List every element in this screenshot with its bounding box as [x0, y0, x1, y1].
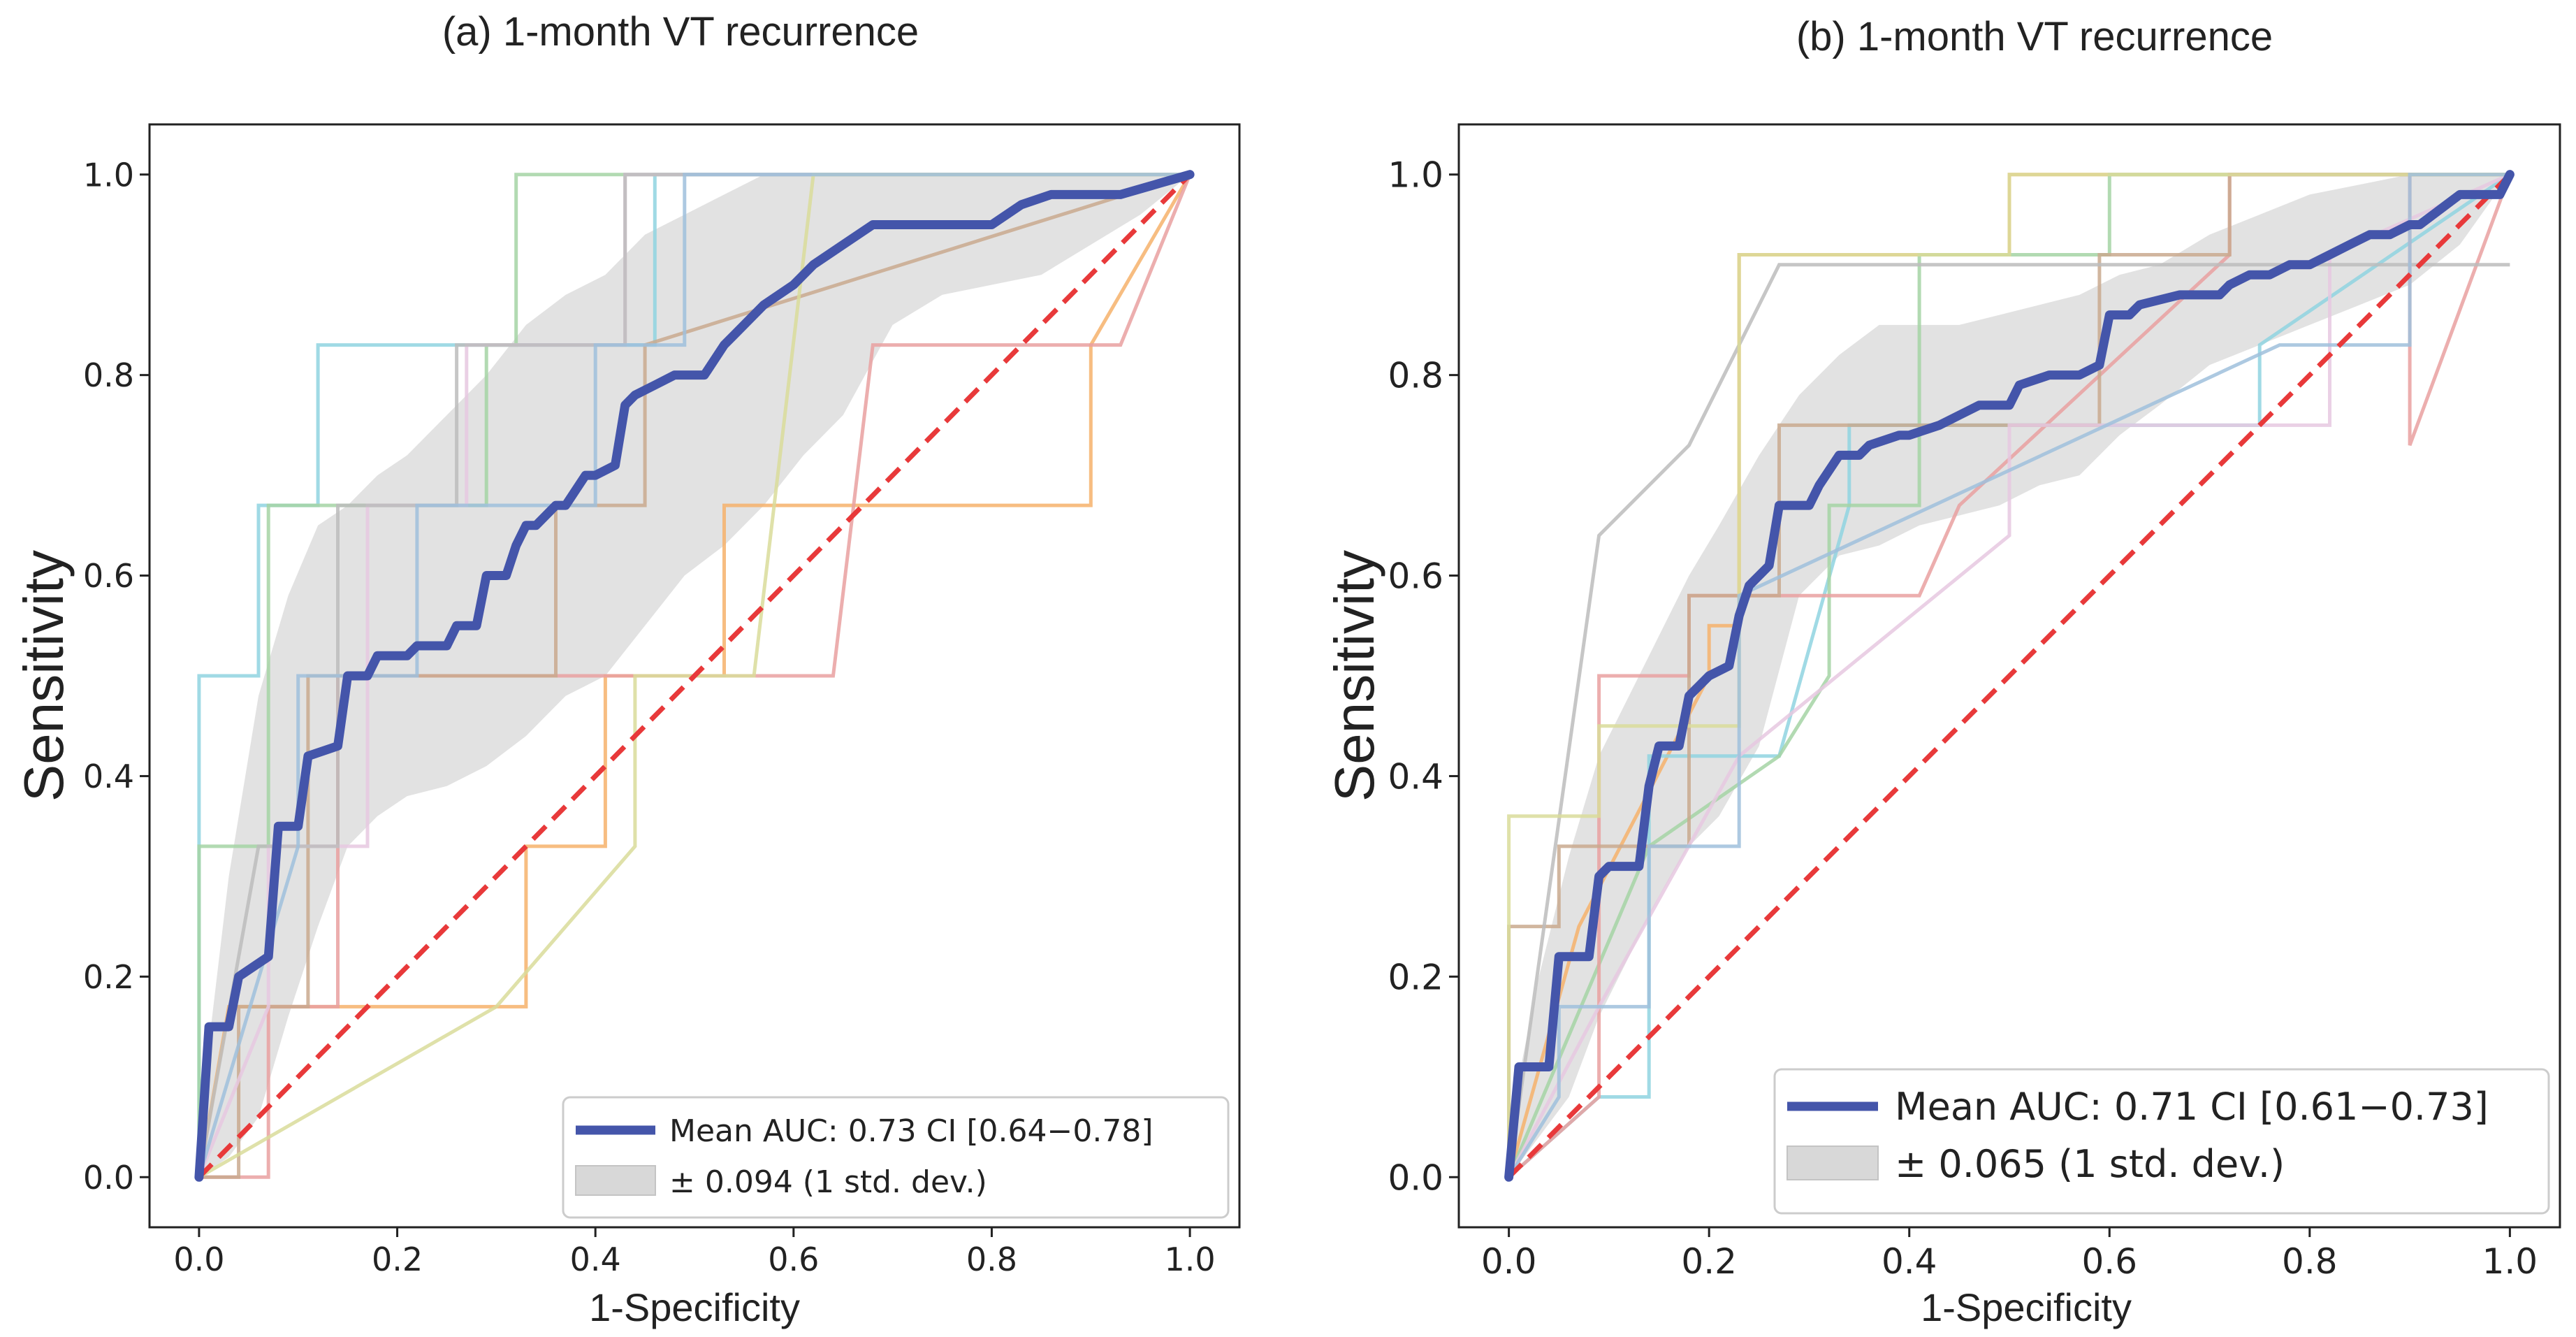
y-axis-label-a: Sensitivity	[13, 550, 75, 802]
y-axis-label-b: Sensitivity	[1323, 550, 1385, 802]
y-tick-label-a-1: 0.2	[83, 958, 134, 996]
legend-mean-label-a: Mean AUC: 0.73 CI [0.64−0.78]	[669, 1113, 1153, 1149]
y-tick-label-b-5: 1.0	[1388, 155, 1443, 196]
x-tick-label-b-4: 0.8	[2282, 1241, 2338, 1282]
legend-box-a	[562, 1096, 1230, 1219]
x-tick-label-a-3: 0.6	[768, 1241, 819, 1278]
fold-curve-b-2	[1507, 173, 2511, 1179]
y-tick-label-b-1: 0.2	[1388, 957, 1443, 997]
chance-line-b	[1507, 173, 2512, 1179]
chance-line-a	[197, 173, 1192, 1179]
plot-frame-b	[1457, 123, 2561, 1229]
chart-title-b: (b) 1-month VT recurrence	[1796, 14, 2273, 59]
x-tick-label-b-1: 0.2	[1681, 1241, 1737, 1282]
y-tick-label-a-4: 0.8	[83, 356, 134, 394]
x-tick-label-a-5: 1.0	[1165, 1241, 1216, 1278]
mean-roc-curve-a	[194, 170, 1195, 1182]
y-tick-label-b-4: 0.8	[1388, 356, 1443, 396]
y-tick-label-a-5: 1.0	[83, 156, 134, 194]
x-tick-label-b-2: 0.4	[1882, 1241, 1937, 1282]
y-tick-label-a-2: 0.4	[83, 758, 134, 795]
y-tick-label-b-3: 0.6	[1388, 556, 1443, 597]
legend-std-label-a: ± 0.094 (1 std. dev.)	[669, 1164, 987, 1200]
fold-curve-b-6	[1507, 173, 2511, 1178]
legend-mean-label-b: Mean AUC: 0.71 CI [0.61−0.73]	[1895, 1085, 2489, 1129]
chart-title-a: (a) 1-month VT recurrence	[442, 9, 919, 55]
x-tick-label-a-4: 0.8	[966, 1241, 1017, 1278]
y-tick-label-b-0: 0.0	[1388, 1157, 1443, 1198]
y-tick-label-a-0: 0.0	[83, 1159, 134, 1197]
x-axis-label-a: 1-Specificity	[589, 1285, 800, 1329]
x-tick-label-a-1: 0.2	[372, 1241, 423, 1278]
legend-a: Mean AUC: 0.73 CI [0.64−0.78] ± 0.094 (1…	[562, 1096, 1230, 1219]
legend-std-swatch-b	[1787, 1146, 1879, 1180]
x-tick-label-b-5: 1.0	[2482, 1241, 2538, 1282]
legend-box-b	[1773, 1068, 2550, 1215]
std-band-a	[198, 174, 1191, 1178]
legend-b: Mean AUC: 0.71 CI [0.61−0.73] ± 0.065 (1…	[1773, 1068, 2550, 1215]
fold-curve-b-5	[1507, 173, 2510, 1178]
mean-roc-curve-b	[1504, 170, 2515, 1182]
legend-std-label-b: ± 0.065 (1 std. dev.)	[1895, 1142, 2285, 1186]
fold-curve-a-5	[198, 173, 1191, 1179]
x-tick-label-a-0: 0.0	[173, 1241, 224, 1278]
fold-curve-a-9	[197, 173, 1191, 1178]
plot-frame-a	[148, 123, 1241, 1229]
legend-std-swatch-a	[575, 1165, 656, 1196]
panel-b: (b) 1-month VT recurrence 0.0 0.2 0.4 0.6 0.…	[1323, 14, 2561, 1329]
x-axis-label-b: 1-Specificity	[1921, 1285, 2132, 1329]
y-tick-label-a-3: 0.6	[83, 557, 134, 595]
x-tick-label-b-3: 0.6	[2082, 1241, 2138, 1282]
fold-curve-b-9	[1507, 173, 2510, 1178]
y-tick-label-b-2: 0.4	[1388, 756, 1443, 797]
x-tick-label-b-0: 0.0	[1481, 1241, 1537, 1282]
fold-curve-b-7	[1507, 263, 2510, 1178]
panel-a: (a) 1-month VT recurrence 0.0 0.2 0.4 0.6 0.…	[13, 9, 1241, 1329]
x-tick-label-a-2: 0.4	[570, 1241, 621, 1278]
